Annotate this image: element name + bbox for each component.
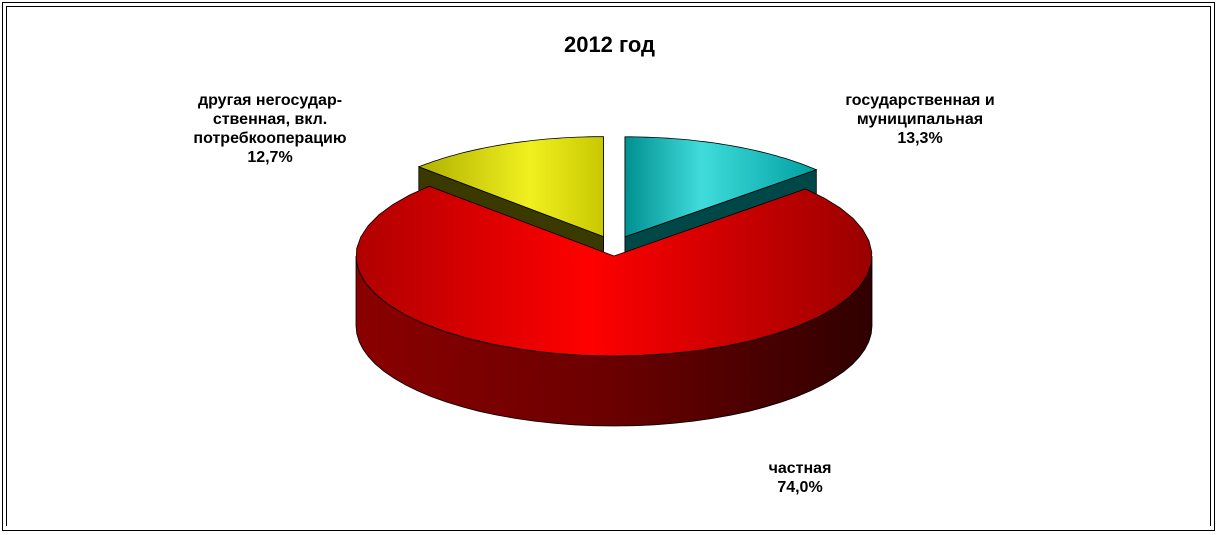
slice-label-private: частная 74,0% [768, 460, 832, 496]
slice-label-other-nonstate: другая негосудар- ственная, вкл. потребк… [193, 92, 347, 166]
chart-inner-frame [6, 6, 1211, 526]
slice-label-state-municipal: государственная и муниципальная 13,3% [845, 92, 995, 147]
chart-title: 2012 год [563, 32, 656, 57]
pie-slice-private [355, 185, 873, 427]
